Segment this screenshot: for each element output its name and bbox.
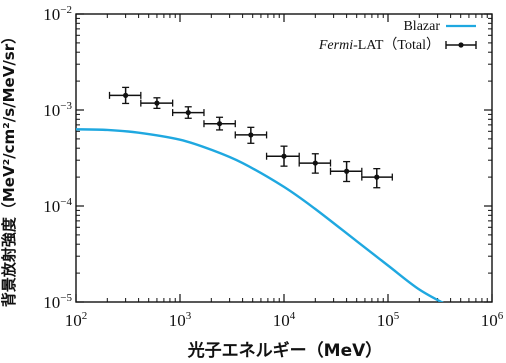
y-tick-label-exp: −5 <box>60 292 72 304</box>
fermi-data-point <box>140 97 174 110</box>
legend-label-fermi-rest: -LAT（Total） <box>353 37 440 53</box>
y-tick-label-base: 10 <box>43 197 60 216</box>
x-tick-label-exp: 5 <box>394 310 400 322</box>
x-tick-label: 102 <box>65 310 88 330</box>
y-tick-label-exp: −2 <box>60 4 72 16</box>
fermi-data-point <box>108 86 142 105</box>
x-tick-label-base: 10 <box>377 311 394 330</box>
x-tick-label-base: 10 <box>481 311 498 330</box>
y-tick-label-base: 10 <box>43 293 60 312</box>
x-tick-label-exp: 2 <box>82 310 88 322</box>
x-tick-label: 104 <box>273 310 296 330</box>
fermi-marker <box>248 132 254 138</box>
y-tick-label: 10−2 <box>43 4 72 24</box>
fermi-data-point <box>203 116 236 131</box>
x-tick-label-exp: 4 <box>290 310 296 322</box>
x-axis-title: 光子エネルギー（MeV） <box>187 340 383 361</box>
y-tick-label-exp: −4 <box>60 196 72 208</box>
fermi-marker <box>344 168 350 174</box>
legend-label-fermi: Fermi-LAT（Total） <box>318 37 440 53</box>
x-tick-label-base: 10 <box>169 311 186 330</box>
fermi-marker <box>374 174 380 180</box>
fermi-data-point <box>329 160 363 183</box>
y-axis-ticks: 10−510−410−310−2 <box>43 4 492 312</box>
legend: Blazar Fermi-LAT（Total） <box>318 19 477 53</box>
series-layer <box>76 86 444 302</box>
legend-marker-fermi <box>458 42 464 48</box>
fermi-data-point <box>234 126 268 144</box>
y-tick-label-exp: −3 <box>60 100 72 112</box>
y-tick-label: 10−4 <box>43 196 72 216</box>
series-blazar-line <box>76 128 444 302</box>
y-tick-label: 10−3 <box>43 100 72 120</box>
fermi-marker <box>154 100 160 106</box>
fermi-data-point <box>265 145 300 167</box>
x-tick-label-base: 10 <box>65 311 82 330</box>
x-tick-label: 105 <box>377 310 400 330</box>
legend-label-blazar: Blazar <box>403 19 440 34</box>
y-tick-label-base: 10 <box>43 5 60 24</box>
fermi-data-point <box>172 106 205 119</box>
x-tick-label-base: 10 <box>273 311 290 330</box>
fermi-marker <box>312 160 318 166</box>
x-axis-ticks: 102 103 104 105 106 <box>65 14 504 330</box>
x-tick-label: 103 <box>169 310 192 330</box>
x-tick-label-exp: 6 <box>498 310 504 322</box>
x-tick-label: 106 <box>481 310 504 330</box>
fermi-marker <box>216 121 223 127</box>
y-axis-title: 背景放射強度（MeV²/cm²/s/MeV/sr） <box>0 29 18 307</box>
x-tick-label-exp: 3 <box>186 310 192 322</box>
fermi-data-point <box>361 167 393 189</box>
y-tick-label-base: 10 <box>43 101 60 120</box>
fermi-data-point <box>298 153 332 174</box>
fermi-marker <box>185 109 191 116</box>
legend-label-fermi-italic: Fermi <box>318 38 353 53</box>
fermi-marker <box>281 153 287 159</box>
fermi-marker <box>123 92 129 98</box>
y-tick-label: 10−5 <box>43 292 72 312</box>
